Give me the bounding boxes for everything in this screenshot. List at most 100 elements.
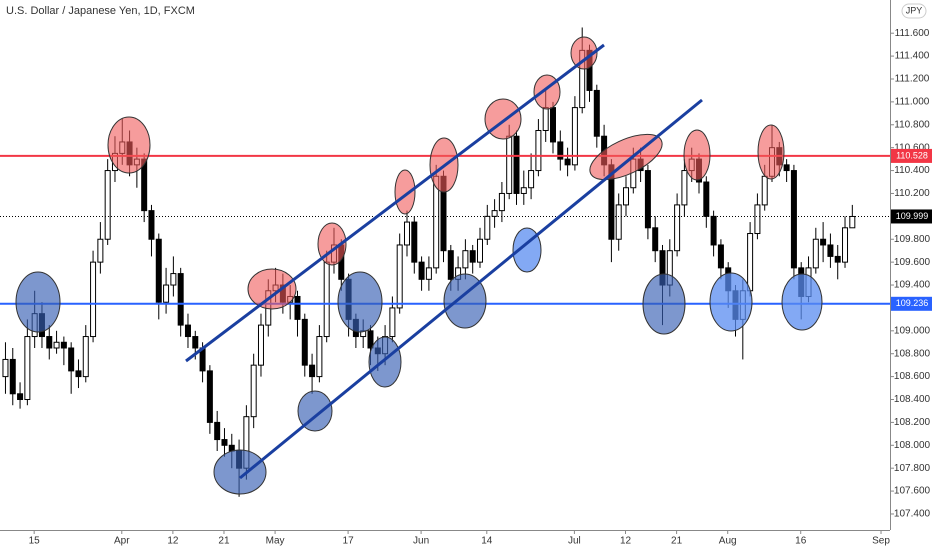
candle-body bbox=[214, 421, 221, 441]
candle-body bbox=[60, 341, 67, 349]
candle-body bbox=[75, 370, 82, 378]
highlight-ellipse bbox=[709, 272, 753, 332]
highlight-ellipse bbox=[394, 169, 416, 215]
x-tick-label: 15 bbox=[29, 536, 41, 547]
candle-body bbox=[498, 192, 505, 212]
chart-title: U.S. Dollar / Japanese Yen, 1D, FXCM bbox=[6, 5, 195, 17]
candle-body bbox=[155, 238, 162, 303]
candle-body bbox=[396, 244, 403, 309]
candle-body bbox=[783, 164, 790, 172]
x-tick-label: 16 bbox=[795, 536, 807, 547]
candle-body bbox=[528, 170, 535, 189]
candle-body bbox=[2, 358, 9, 378]
currency-badge bbox=[901, 3, 927, 19]
candle-body bbox=[703, 181, 710, 217]
highlight-ellipse bbox=[15, 271, 61, 333]
y-tick-label: 108.800 bbox=[894, 348, 931, 359]
candle-body bbox=[192, 336, 199, 349]
y-tick-label: 110.400 bbox=[894, 165, 930, 176]
candle-body bbox=[323, 261, 330, 338]
candle-body bbox=[462, 250, 469, 269]
x-tick-label: Jul bbox=[568, 536, 581, 547]
highlight-ellipse bbox=[642, 273, 686, 335]
y-tick-label: 110.600 bbox=[894, 142, 930, 153]
candle-body bbox=[506, 135, 513, 194]
candle-body bbox=[104, 170, 111, 240]
candle-body bbox=[849, 215, 856, 229]
candle-body bbox=[644, 170, 651, 229]
highlight-ellipse bbox=[781, 273, 823, 331]
y-tick-label: 108.400 bbox=[894, 394, 931, 405]
y-tick-label: 111.000 bbox=[895, 97, 930, 108]
candle-body bbox=[593, 89, 600, 137]
candle-body bbox=[24, 336, 31, 401]
candle-body bbox=[257, 324, 264, 366]
y-tick-label: 107.800 bbox=[894, 463, 931, 474]
y-tick-label: 111.600 bbox=[895, 28, 930, 39]
x-tick-label: 21 bbox=[671, 536, 683, 547]
candle-body bbox=[403, 221, 410, 246]
candle-body bbox=[148, 210, 155, 240]
candle-body bbox=[367, 330, 374, 349]
y-tick-label: 108.000 bbox=[894, 440, 931, 451]
candle-body bbox=[309, 364, 316, 378]
highlight-ellipse bbox=[757, 124, 785, 180]
candle-body bbox=[250, 364, 257, 418]
candle-body bbox=[761, 175, 768, 206]
candle-body bbox=[710, 215, 717, 246]
highlight-ellipse bbox=[570, 36, 598, 70]
candle-body bbox=[184, 324, 191, 338]
candle-body bbox=[316, 336, 323, 378]
x-tick-label: 12 bbox=[620, 536, 632, 547]
candle-body bbox=[425, 267, 432, 280]
currency-label: JPY bbox=[906, 5, 923, 15]
y-tick-label: 107.400 bbox=[894, 509, 931, 520]
candle-body bbox=[520, 187, 527, 194]
highlight-ellipse bbox=[484, 98, 522, 140]
y-tick-label: 107.600 bbox=[894, 486, 931, 497]
highlight-ellipse bbox=[683, 129, 711, 181]
candle-body bbox=[652, 227, 659, 252]
candle-body bbox=[484, 215, 491, 240]
candle-body bbox=[717, 244, 724, 269]
candle-body bbox=[571, 107, 578, 166]
candle-body bbox=[827, 244, 834, 257]
y-tick-label: 110.800 bbox=[894, 119, 930, 130]
candle-body bbox=[623, 187, 630, 206]
highlight-ellipse bbox=[297, 390, 333, 432]
x-tick-label: Apr bbox=[114, 536, 130, 547]
y-tick-label: 111.400 bbox=[895, 51, 930, 62]
candle-body bbox=[747, 233, 754, 292]
candle-body bbox=[301, 318, 308, 366]
x-tick-label: Jun bbox=[413, 536, 429, 547]
candle-body bbox=[542, 107, 549, 131]
candle-body bbox=[90, 261, 97, 338]
candle-body bbox=[82, 336, 89, 378]
x-tick-label: Sep bbox=[872, 536, 890, 547]
candle-body bbox=[97, 238, 104, 263]
candle-body bbox=[549, 107, 556, 143]
x-tick-label: May bbox=[266, 536, 285, 547]
price-label-box bbox=[891, 148, 932, 163]
candle-body bbox=[53, 341, 60, 349]
candle-body bbox=[820, 238, 827, 246]
x-tick-label: 21 bbox=[218, 536, 230, 547]
candle-body bbox=[681, 170, 688, 206]
candle-body bbox=[674, 204, 681, 252]
highlight-ellipse bbox=[443, 273, 487, 329]
highlight-ellipse bbox=[368, 336, 402, 388]
last-price-label: 109.999 bbox=[896, 211, 929, 221]
y-tick-label: 110.200 bbox=[894, 188, 930, 199]
candle-body bbox=[177, 273, 184, 326]
candle-body bbox=[842, 227, 849, 263]
candle-body bbox=[17, 393, 24, 401]
candle-body bbox=[469, 250, 476, 263]
price-label-box bbox=[891, 296, 932, 311]
candle-body bbox=[9, 358, 16, 395]
y-tick-label: 109.600 bbox=[894, 257, 931, 268]
candle-body bbox=[46, 336, 53, 349]
candle-body bbox=[170, 273, 177, 286]
price-label: 110.528 bbox=[896, 150, 928, 160]
highlight-ellipse bbox=[247, 268, 297, 310]
